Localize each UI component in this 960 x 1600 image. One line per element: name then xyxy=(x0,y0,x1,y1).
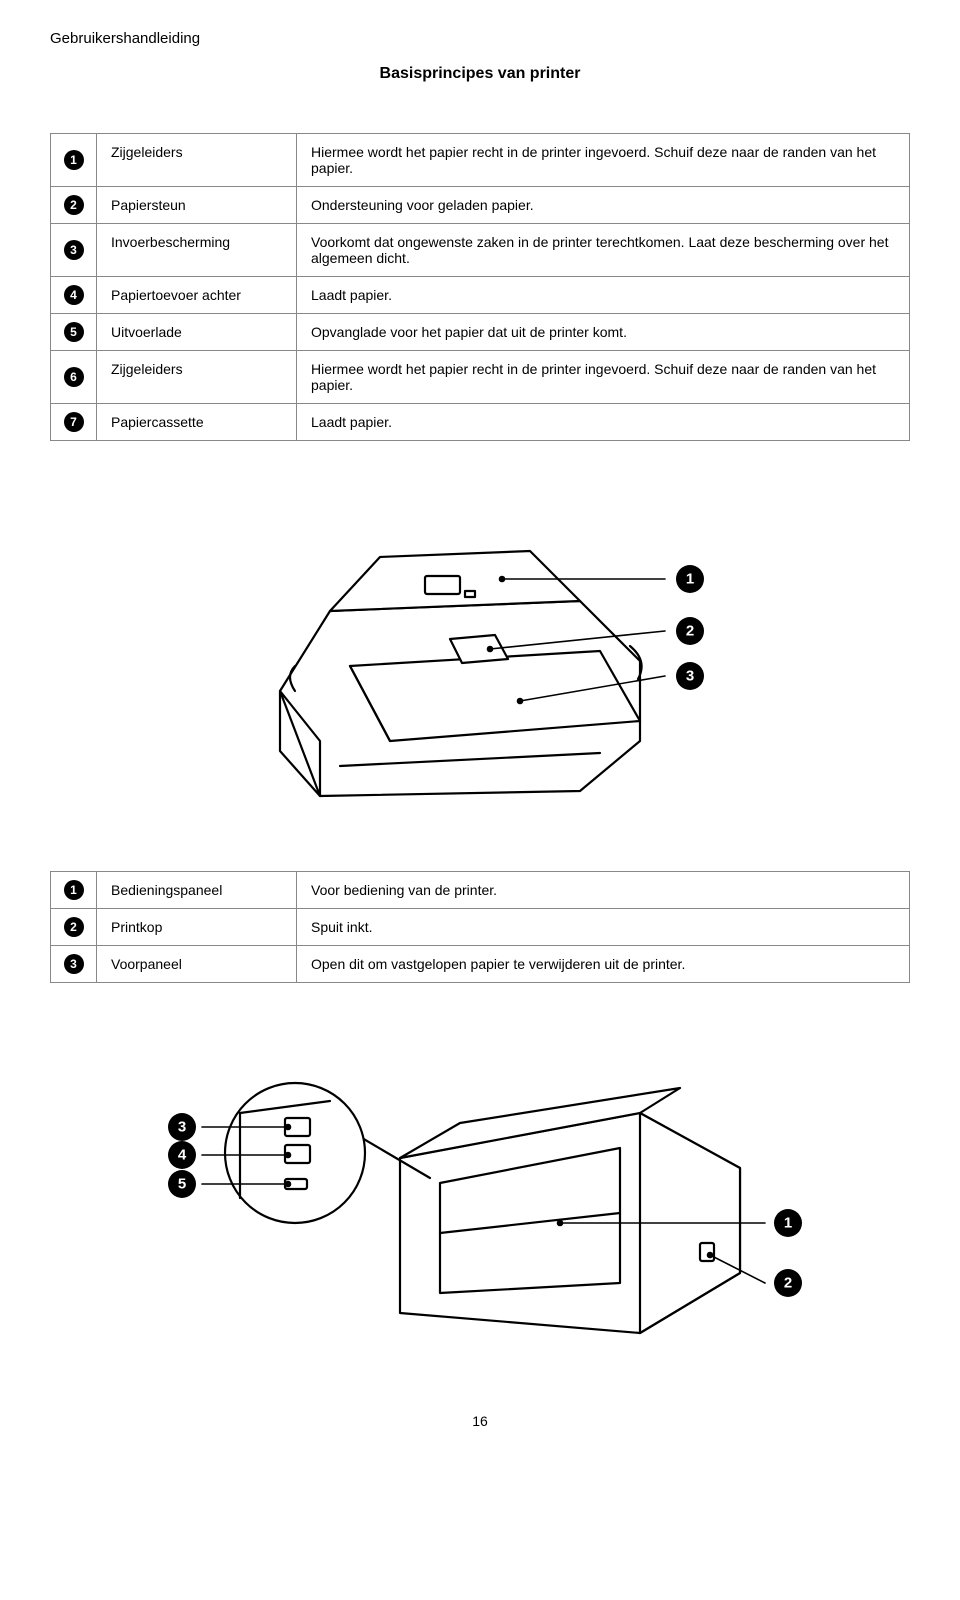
row-number-badge: 2 xyxy=(64,917,84,937)
row-desc: Hiermee wordt het papier recht in de pri… xyxy=(297,134,910,187)
row-number-badge: 3 xyxy=(64,954,84,974)
row-term: Papiertoevoer achter xyxy=(97,277,297,314)
row-term: Uitvoerlade xyxy=(97,314,297,351)
svg-text:1: 1 xyxy=(686,571,694,588)
row-term: Papiersteun xyxy=(97,187,297,224)
row-desc: Laadt papier. xyxy=(297,277,910,314)
table-row: 3 Invoerbescherming Voorkomt dat ongewen… xyxy=(51,224,910,277)
row-number-badge: 6 xyxy=(64,367,84,387)
row-number-badge: 4 xyxy=(64,285,84,305)
row-number-badge: 2 xyxy=(64,195,84,215)
svg-text:5: 5 xyxy=(178,1176,186,1193)
row-number-badge: 1 xyxy=(64,150,84,170)
row-term: Zijgeleiders xyxy=(97,351,297,404)
printer-diagram-1: 1 2 3 xyxy=(50,491,910,821)
table-row: 3 Voorpaneel Open dit om vastgelopen pap… xyxy=(51,946,910,983)
row-number-badge: 3 xyxy=(64,240,84,260)
header-title: Gebruikershandleiding xyxy=(50,30,910,47)
table-row: 1 Zijgeleiders Hiermee wordt het papier … xyxy=(51,134,910,187)
row-term: Printkop xyxy=(97,909,297,946)
table-row: 1 Bedieningspaneel Voor bediening van de… xyxy=(51,872,910,909)
table-row: 2 Printkop Spuit inkt. xyxy=(51,909,910,946)
row-term: Papiercassette xyxy=(97,404,297,441)
svg-text:1: 1 xyxy=(784,1215,792,1232)
row-desc: Voor bediening van de printer. xyxy=(297,872,910,909)
row-term: Voorpaneel xyxy=(97,946,297,983)
row-desc: Laadt papier. xyxy=(297,404,910,441)
row-number-badge: 1 xyxy=(64,880,84,900)
page-number: 16 xyxy=(50,1413,910,1429)
row-desc: Spuit inkt. xyxy=(297,909,910,946)
parts-table-1: 1 Zijgeleiders Hiermee wordt het papier … xyxy=(50,133,910,441)
row-term: Zijgeleiders xyxy=(97,134,297,187)
svg-text:3: 3 xyxy=(686,668,694,685)
printer-diagram-2: 3 4 5 1 2 xyxy=(50,1033,910,1363)
row-desc: Opvanglade voor het papier dat uit de pr… xyxy=(297,314,910,351)
svg-text:2: 2 xyxy=(784,1275,792,1292)
row-desc: Hiermee wordt het papier recht in de pri… xyxy=(297,351,910,404)
table-row: 7 Papiercassette Laadt papier. xyxy=(51,404,910,441)
section-title: Basisprincipes van printer xyxy=(50,65,910,83)
parts-table-2: 1 Bedieningspaneel Voor bediening van de… xyxy=(50,871,910,983)
table-row: 5 Uitvoerlade Opvanglade voor het papier… xyxy=(51,314,910,351)
table-row: 2 Papiersteun Ondersteuning voor geladen… xyxy=(51,187,910,224)
row-desc: Ondersteuning voor geladen papier. xyxy=(297,187,910,224)
row-term: Bedieningspaneel xyxy=(97,872,297,909)
row-number-badge: 7 xyxy=(64,412,84,432)
row-desc: Open dit om vastgelopen papier te verwij… xyxy=(297,946,910,983)
svg-text:3: 3 xyxy=(178,1119,186,1136)
svg-text:4: 4 xyxy=(178,1147,187,1164)
row-desc: Voorkomt dat ongewenste zaken in de prin… xyxy=(297,224,910,277)
row-term: Invoerbescherming xyxy=(97,224,297,277)
svg-text:2: 2 xyxy=(686,623,694,640)
table-row: 6 Zijgeleiders Hiermee wordt het papier … xyxy=(51,351,910,404)
table-row: 4 Papiertoevoer achter Laadt papier. xyxy=(51,277,910,314)
row-number-badge: 5 xyxy=(64,322,84,342)
